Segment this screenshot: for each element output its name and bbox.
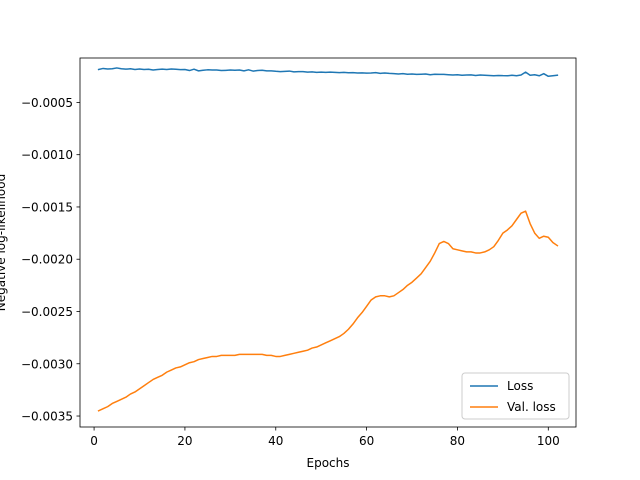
y-tick-label: −0.0015 (21, 200, 73, 214)
x-axis-label: Epochs (307, 456, 350, 470)
legend-label-val-loss: Val. loss (507, 400, 556, 414)
y-tick-label: −0.0035 (21, 410, 73, 424)
x-tick-label: 80 (450, 434, 465, 448)
y-tick-label: −0.0020 (21, 253, 73, 267)
y-axis-ticks: −0.0035 −0.0030 −0.0025 −0.0020 −0.0015 −0.00… (21, 96, 80, 424)
legend: Loss Val. loss (461, 372, 570, 420)
x-tick-label: 20 (177, 434, 192, 448)
y-tick-label: −0.0030 (21, 357, 73, 371)
series-line-1 (97, 210, 559, 412)
x-axis-ticks: 0 20 40 60 80 100 (90, 427, 560, 448)
series-line-0 (97, 67, 559, 78)
plot-area (97, 67, 559, 412)
x-tick-label: 60 (359, 434, 374, 448)
x-tick-label: 40 (268, 434, 283, 448)
y-tick-label: −0.0010 (21, 148, 73, 162)
x-tick-label: 0 (90, 434, 98, 448)
axes-frame (79, 57, 577, 428)
y-tick-label: −0.0025 (21, 305, 73, 319)
legend-label-loss: Loss (507, 379, 533, 393)
y-tick-label: −0.0005 (21, 96, 73, 110)
x-tick-label: 100 (537, 434, 560, 448)
y-axis-label: Negative log-likelihood (0, 174, 8, 311)
